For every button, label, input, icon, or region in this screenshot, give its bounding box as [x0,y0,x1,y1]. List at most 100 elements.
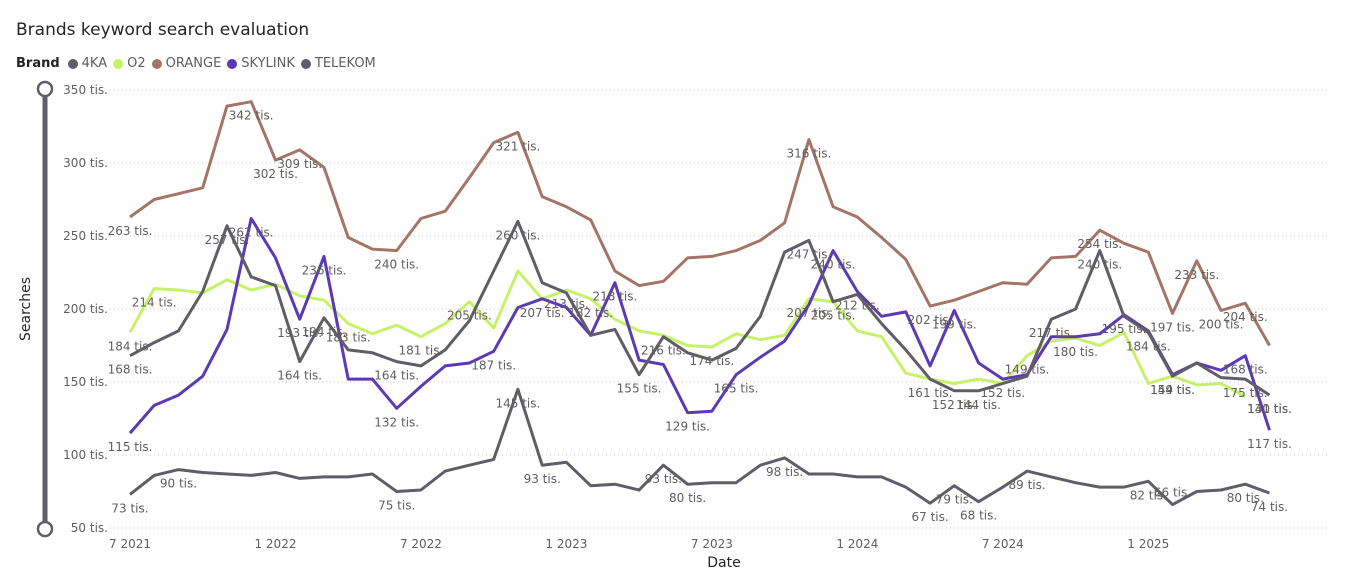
y-axis-ticks: 50 tis. 100 tis. 150 tis. 200 tis. 250 tis. 3… [63,83,108,535]
data-label: 73 tis. [111,501,148,515]
data-label: 174 tis. [689,354,734,368]
data-label: 321 tis. [495,139,540,153]
data-label: 182 tis. [568,306,613,320]
x-tick-label: 1 2023 [545,537,587,551]
legend-marker-skylink [227,58,238,69]
data-label: 74 tis. [1251,500,1288,514]
data-label: 144 tis. [956,398,1001,412]
slider-handle-bottom[interactable] [36,520,54,538]
x-tick-label: 1 2022 [254,537,296,551]
data-label: 193 tis. [277,326,322,340]
series-line-skylink[interactable] [128,217,1271,435]
data-label: 129 tis. [665,420,710,434]
data-label: 161 tis. [908,386,953,400]
legend-item-o2[interactable]: O2 [113,56,146,71]
data-label: 164 tis. [277,369,322,383]
data-label: 233 tis. [1174,268,1219,282]
data-label: 67 tis. [911,510,948,524]
data-label: 149 tis. [1150,383,1195,397]
y-tick-label: 250 tis. [63,229,108,243]
legend-item-4ka[interactable]: 4KA [67,56,108,71]
data-label: 80 tis. [1227,491,1264,505]
data-label: 132 tis. [374,415,419,429]
data-label: 152 tis. [932,398,977,412]
data-label: 194 tis. [302,325,347,339]
slider-handle-top[interactable] [36,80,54,98]
y-tick-label: 50 tis. [71,521,108,535]
y-axis-title: Searches [18,277,34,341]
x-tick-label: 1 2025 [1127,537,1169,551]
data-label: 212 tis. [835,299,880,313]
series-line-4ka[interactable] [129,387,1271,507]
data-label: 168 tis. [108,363,153,377]
data-label: 342 tis. [229,109,274,123]
data-label: 98 tis. [766,465,803,479]
legend-item-orange[interactable]: ORANGE [151,56,222,71]
legend-item-skylink[interactable]: SKYLINK [227,56,295,71]
data-label: 184 tis. [1126,339,1171,353]
y-tick-label: 100 tis. [63,448,108,462]
data-label: 168 tis. [1223,363,1268,377]
data-label: 195 tis. [1102,322,1147,336]
data-label: 183 tis. [326,331,371,345]
data-label: 213 tis. [544,297,589,311]
x-tick-label: 7 2023 [691,537,733,551]
x-tick-label: 1 2024 [836,537,878,551]
data-label: 152 tis. [980,386,1025,400]
data-label: 197 tis. [1150,320,1195,334]
data-label: 184 tis. [108,339,153,353]
data-label: 80 tis. [669,491,706,505]
legend-item-telekom[interactable]: TELEKOM [300,56,376,71]
data-label: 218 tis. [592,290,637,304]
y-tick-label: 150 tis. [63,375,108,389]
data-label: 263 tis. [108,224,153,238]
legend-label-4ka: 4KA [81,56,108,71]
data-label: 207 tis. [786,306,831,320]
data-label: 187 tis. [471,358,516,372]
y-axis-range-slider[interactable] [36,80,54,538]
data-label: 247 tis. [786,247,831,261]
legend-marker-telekom [300,58,311,69]
data-label: 240 tis. [1077,258,1122,272]
data-label: 180 tis. [1053,345,1098,359]
data-label: 141 tis. [1247,402,1292,416]
data-label: 316 tis. [786,147,831,161]
legend-label-orange: ORANGE [165,56,222,71]
legend-marker-orange [151,58,162,69]
legend-label-skylink: SKYLINK [241,56,295,71]
data-label: 155 tis. [617,382,662,396]
y-tick-label: 350 tis. [63,83,108,97]
gridlines [110,89,1328,529]
data-label: 149 tis. [1005,363,1050,377]
series-line-o2[interactable] [128,269,1247,398]
legend-marker-o2 [113,58,124,69]
y-tick-label: 300 tis. [63,156,108,170]
data-label: 254 tis. [1077,237,1122,251]
x-axis-ticks: 7 2021 1 2022 7 2022 1 2023 7 2023 1 2024 7 20… [109,537,1169,551]
legend: Brand 4KA O2 ORANGE SKYLINK TELEKOM [16,56,382,71]
data-label: 115 tis. [108,440,153,454]
data-label: 309 tis. [277,157,322,171]
data-label: 164 tis. [374,369,419,383]
data-label: 66 tis. [1154,486,1191,500]
data-label: 117 tis. [1247,437,1292,451]
data-label: 181 tis. [398,344,443,358]
data-label: 260 tis. [495,228,540,242]
data-label: 154 tis. [1150,383,1195,397]
data-label: 205 tis. [811,309,856,323]
data-label: 240 tis. [811,258,856,272]
chart-title: Brands keyword search evaluation [16,20,310,40]
data-label: 302 tis. [253,167,298,181]
data-label: 79 tis. [936,493,973,507]
series-line-telekom[interactable] [129,219,1271,397]
data-label: 202 tis. [908,313,953,327]
data-label: 93 tis. [524,472,561,486]
series-lines [128,100,1271,507]
series-line-orange[interactable] [129,100,1271,347]
data-label: 175 tis. [1223,386,1268,400]
data-label: 68 tis. [960,509,997,523]
data-label: 130 tis. [1247,402,1292,416]
data-label: 89 tis. [1008,478,1045,492]
x-tick-label: 7 2021 [109,537,151,551]
